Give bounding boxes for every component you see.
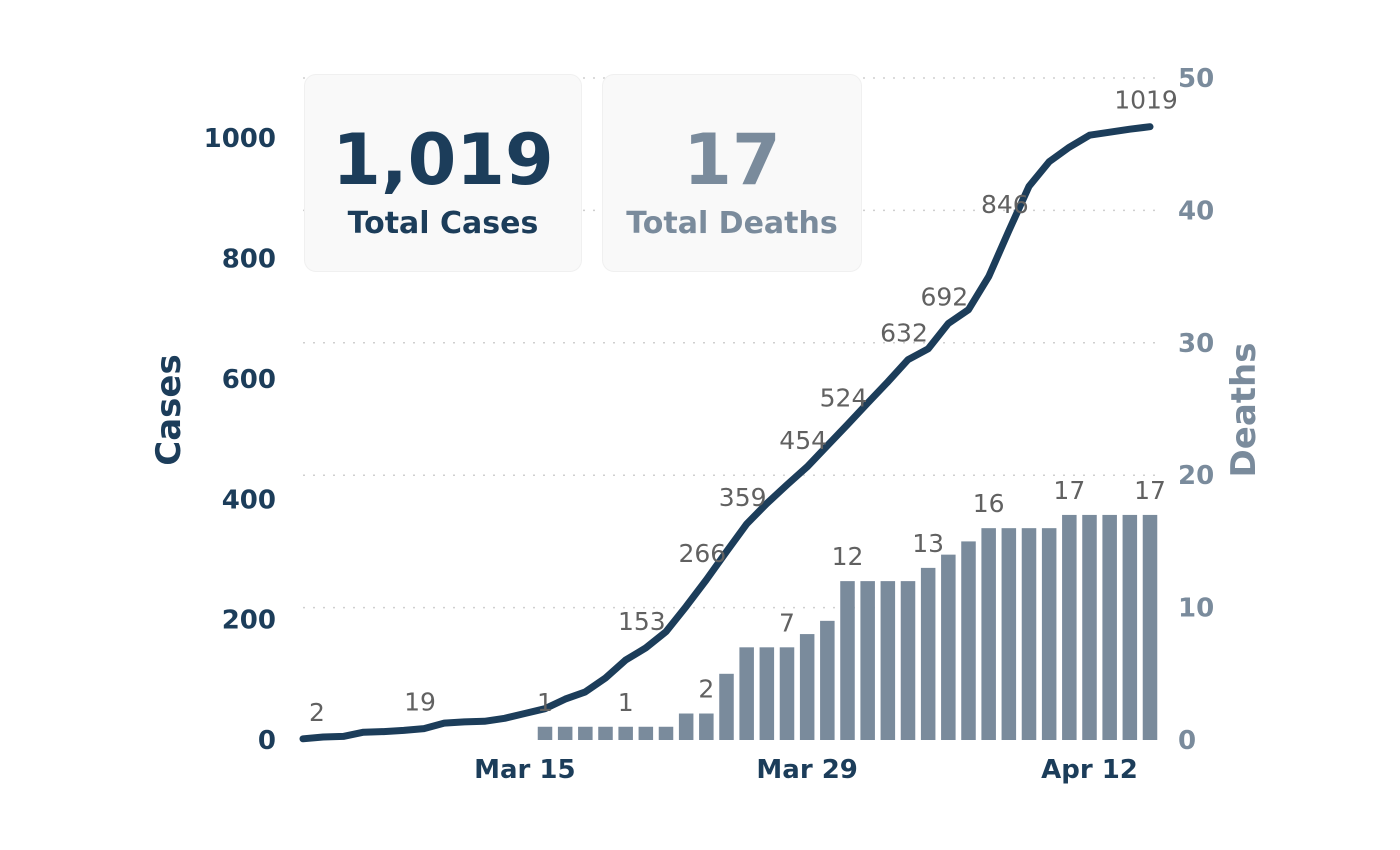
deaths-bar	[578, 726, 593, 740]
left-tick-label: 400	[222, 485, 276, 515]
cases-data-label: 692	[920, 283, 968, 312]
deaths-bar	[1102, 514, 1117, 740]
deaths-bar	[900, 581, 916, 740]
deaths-data-label: 13	[912, 529, 944, 558]
total-cases-label: Total Cases	[347, 206, 539, 241]
deaths-bar	[658, 726, 674, 740]
deaths-bar	[759, 647, 775, 740]
deaths-data-label: 2	[698, 675, 714, 704]
deaths-bars	[537, 514, 1158, 740]
deaths-bar	[779, 647, 795, 740]
cases-data-label: 632	[880, 319, 928, 348]
deaths-bar	[598, 726, 613, 740]
cases-data-label: 359	[719, 483, 767, 512]
right-axis-ticks: 0 10 20 30 40 50	[1178, 64, 1214, 756]
deaths-data-label: 1	[618, 688, 634, 717]
total-deaths-label: Total Deaths	[626, 206, 838, 241]
cases-data-label: 846	[981, 190, 1029, 219]
left-tick-label: 200	[222, 606, 276, 636]
deaths-bar	[840, 581, 855, 740]
deaths-bar	[638, 726, 654, 740]
right-tick-label: 50	[1178, 64, 1214, 94]
deaths-bar	[1021, 528, 1037, 740]
x-tick-label: Mar 15	[474, 755, 575, 785]
left-axis-ticks: 0 200 400 600 800 1000	[204, 124, 276, 756]
deaths-bar	[537, 726, 553, 740]
deaths-bar	[941, 554, 956, 740]
deaths-bar	[880, 581, 896, 740]
deaths-bar	[719, 673, 734, 740]
right-axis-title: Deaths	[1224, 343, 1264, 478]
left-tick-label: 800	[222, 245, 276, 275]
left-tick-label: 1000	[204, 124, 276, 154]
deaths-bar	[618, 726, 633, 740]
deaths-data-label: 12	[832, 542, 864, 571]
left-tick-label: 0	[258, 726, 276, 756]
deaths-bar	[1062, 514, 1077, 740]
deaths-data-label: 17	[1134, 476, 1166, 505]
total-cases-card: 1,019 Total Cases	[304, 74, 582, 272]
right-tick-label: 10	[1178, 594, 1214, 624]
deaths-data-label: 1	[537, 688, 553, 717]
x-axis-ticks: Mar 15 Mar 29 Apr 12	[474, 755, 1138, 785]
deaths-bar	[678, 713, 694, 740]
left-tick-label: 600	[222, 365, 276, 395]
deaths-bar	[1001, 528, 1017, 740]
deaths-bar	[799, 634, 815, 740]
cases-data-label: 266	[678, 539, 726, 568]
deaths-bar	[920, 567, 936, 740]
x-tick-label: Apr 12	[1041, 755, 1138, 785]
x-tick-label: Mar 29	[756, 755, 857, 785]
deaths-bar	[699, 713, 714, 740]
cases-data-label: 524	[820, 384, 868, 413]
cases-data-label: 454	[779, 426, 827, 455]
right-tick-label: 30	[1178, 329, 1214, 359]
left-axis-title: Cases	[149, 354, 189, 465]
deaths-bar	[1041, 528, 1057, 740]
deaths-bar	[739, 647, 754, 740]
deaths-bar	[1082, 514, 1097, 740]
deaths-data-label: 7	[779, 608, 795, 637]
cases-line	[299, 123, 1154, 743]
deaths-bar	[860, 581, 875, 740]
total-deaths-value: 17	[683, 119, 781, 201]
deaths-bar	[961, 541, 976, 740]
deaths-bar	[557, 726, 573, 740]
cases-data-label: 2	[309, 698, 325, 727]
deaths-data-label: 17	[1053, 476, 1085, 505]
deaths-bar	[981, 528, 996, 740]
deaths-bar	[1142, 514, 1158, 740]
cases-data-label: 153	[618, 607, 666, 636]
deaths-bar	[820, 620, 835, 740]
right-tick-label: 40	[1178, 196, 1214, 226]
right-tick-label: 20	[1178, 461, 1214, 491]
right-tick-label: 0	[1178, 726, 1196, 756]
cases-data-label: 1019	[1114, 86, 1178, 115]
deaths-bar	[1122, 514, 1138, 740]
total-deaths-card: 17 Total Deaths	[602, 74, 862, 272]
cases-data-label: 19	[404, 688, 436, 717]
total-cases-value: 1,019	[332, 119, 554, 201]
deaths-data-label: 16	[973, 489, 1005, 518]
